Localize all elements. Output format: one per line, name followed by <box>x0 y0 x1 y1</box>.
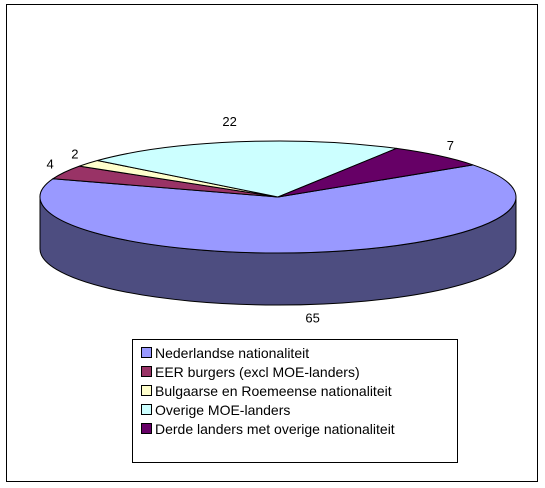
legend-label-bulgaarse-roemeense: Bulgaarse en Roemeense nationaliteit <box>155 382 392 399</box>
legend-label-nederlandse: Nederlandse nationaliteit <box>155 344 310 361</box>
pie-slice-overige-moe <box>97 140 399 198</box>
legend-swatch-nederlandse <box>141 347 152 358</box>
legend-item-bulgaarse-roemeense: Bulgaarse en Roemeense nationaliteit <box>141 381 457 400</box>
data-label-overige-moe: 22 <box>222 114 236 129</box>
data-label-eer: 4 <box>47 157 54 172</box>
legend-swatch-bulgaarse-roemeense <box>141 385 152 396</box>
legend-label-eer: EER burgers (excl MOE-landers) <box>155 363 360 380</box>
data-label-bulgaarse-roemeense: 2 <box>71 146 78 161</box>
legend-swatch-overige-moe <box>141 404 152 415</box>
legend-label-overige-moe: Overige MOE-landers <box>155 401 291 418</box>
data-label-nederlandse: 65 <box>305 310 319 325</box>
legend-swatch-derde-landers <box>141 423 152 434</box>
data-label-derde-landers: 7 <box>447 138 454 153</box>
legend-label-derde-landers: Derde landers met overige nationaliteit <box>155 420 395 437</box>
legend-item-overige-moe: Overige MOE-landers <box>141 400 457 419</box>
pie-slice-nederlandse <box>39 164 517 254</box>
legend: Nederlandse nationaliteit EER burgers (e… <box>132 339 458 463</box>
legend-item-derde-landers: Derde landers met overige nationaliteit <box>141 419 457 438</box>
legend-swatch-eer <box>141 366 152 377</box>
legend-item-eer: EER burgers (excl MOE-landers) <box>141 362 457 381</box>
legend-item-nederlandse: Nederlandse nationaliteit <box>141 343 457 362</box>
pie-slice-derde-landers <box>277 147 474 198</box>
